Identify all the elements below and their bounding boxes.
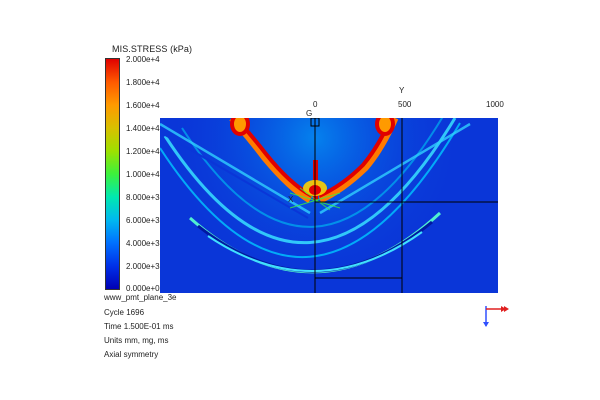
legend-title: MIS.STRESS (kPa) [112,44,193,54]
legend-tick-8: 4.000e+3 [126,239,160,248]
legend-tick-3: 1.400e+4 [126,124,160,133]
legend-tick-9: 2.000e+3 [126,262,160,271]
axis-origin-marker: G [306,109,313,118]
info-model-name: www_pmt_plane_3e [104,293,177,302]
axis-label-500: 500 [398,100,412,109]
legend-tick-0: 2.000e+4 [126,55,160,64]
info-units: Units mm, mg, ms [104,336,169,345]
legend-tick-6: 8.000e+3 [126,193,160,202]
legend-tick-1: 1.800e+4 [126,78,160,87]
legend-tick-7: 6.000e+3 [126,216,160,225]
info-cycle: Cycle 1696 [104,308,145,317]
legend-tick-5: 1.000e+4 [126,170,160,179]
info-symmetry: Axial symmetry [104,350,159,359]
legend-tick-2: 1.600e+4 [126,101,160,110]
axis-triad-icon [480,302,510,337]
axis-label-0: 0 [313,100,318,109]
axis-x-marker: X [288,195,294,204]
stress-field-view[interactable] [160,118,498,293]
axis-y-marker: Y [399,86,405,95]
legend-colorbar [105,58,120,290]
legend-tick-10: 0.000e+0 [126,284,160,293]
info-time: Time 1.500E-01 ms [104,322,174,331]
stress-field-graphic [160,118,498,293]
axis-label-1000: 1000 [486,100,504,109]
legend-tick-4: 1.200e+4 [126,147,160,156]
